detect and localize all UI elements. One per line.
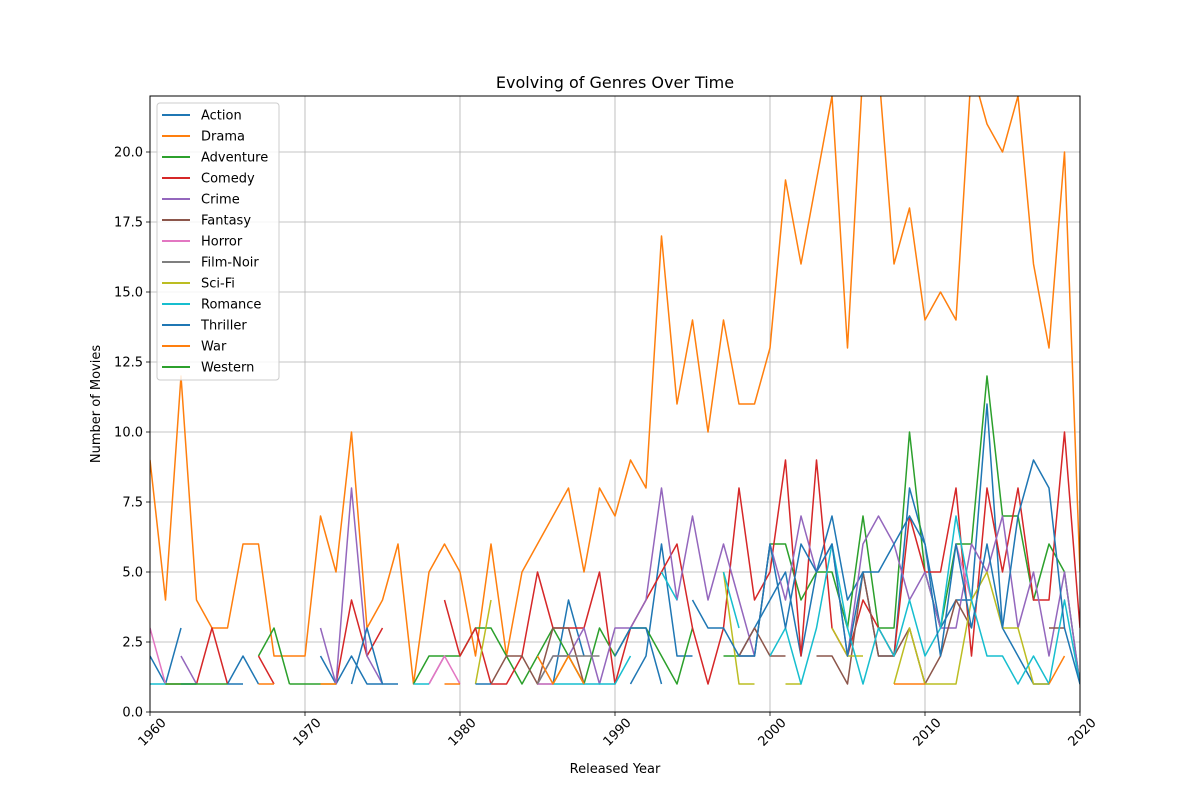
y-tick-label: 0.0 [122, 706, 143, 721]
y-tick-label: 20.0 [114, 146, 143, 161]
legend-label-action: Action [201, 109, 242, 124]
legend-label-adventure: Adventure [201, 151, 268, 166]
series-line-horror [150, 543, 973, 685]
series-line-crime [180, 487, 1080, 685]
legend-label-western: Western [201, 361, 254, 376]
legend-label-film-noir: Film-Noir [201, 256, 259, 271]
legend-label-thriller: Thriller [200, 319, 247, 334]
series-line-comedy [195, 431, 1080, 685]
y-tick-label: 12.5 [114, 356, 143, 371]
legend-label-fantasy: Fantasy [201, 214, 251, 229]
legend-label-comedy: Comedy [201, 172, 255, 187]
y-tick-label: 5.0 [122, 566, 143, 581]
series-line-drama [150, 96, 1080, 685]
x-axis-label: Released Year [570, 762, 661, 777]
chart-title: Evolving of Genres Over Time [496, 73, 734, 92]
legend-label-crime: Crime [201, 193, 240, 208]
y-tick-label: 7.5 [122, 496, 143, 511]
legend-label-war: War [201, 340, 227, 355]
legend-label-sci-fi: Sci-Fi [201, 277, 235, 292]
legend-label-romance: Romance [201, 298, 261, 313]
legend-box [156, 102, 280, 381]
y-tick-label: 17.5 [114, 216, 143, 231]
y-axis-label: Number of Movies [89, 345, 104, 463]
legend-label-drama: Drama [201, 130, 245, 145]
y-tick-label: 10.0 [114, 426, 143, 441]
plot-area [150, 96, 1080, 685]
y-tick-label: 2.5 [122, 636, 143, 651]
y-tick-label: 15.0 [114, 286, 143, 301]
legend-label-horror: Horror [201, 235, 243, 250]
legend: Action Drama Adventure Comedy Crime Fantasy Ho… [156, 102, 280, 381]
